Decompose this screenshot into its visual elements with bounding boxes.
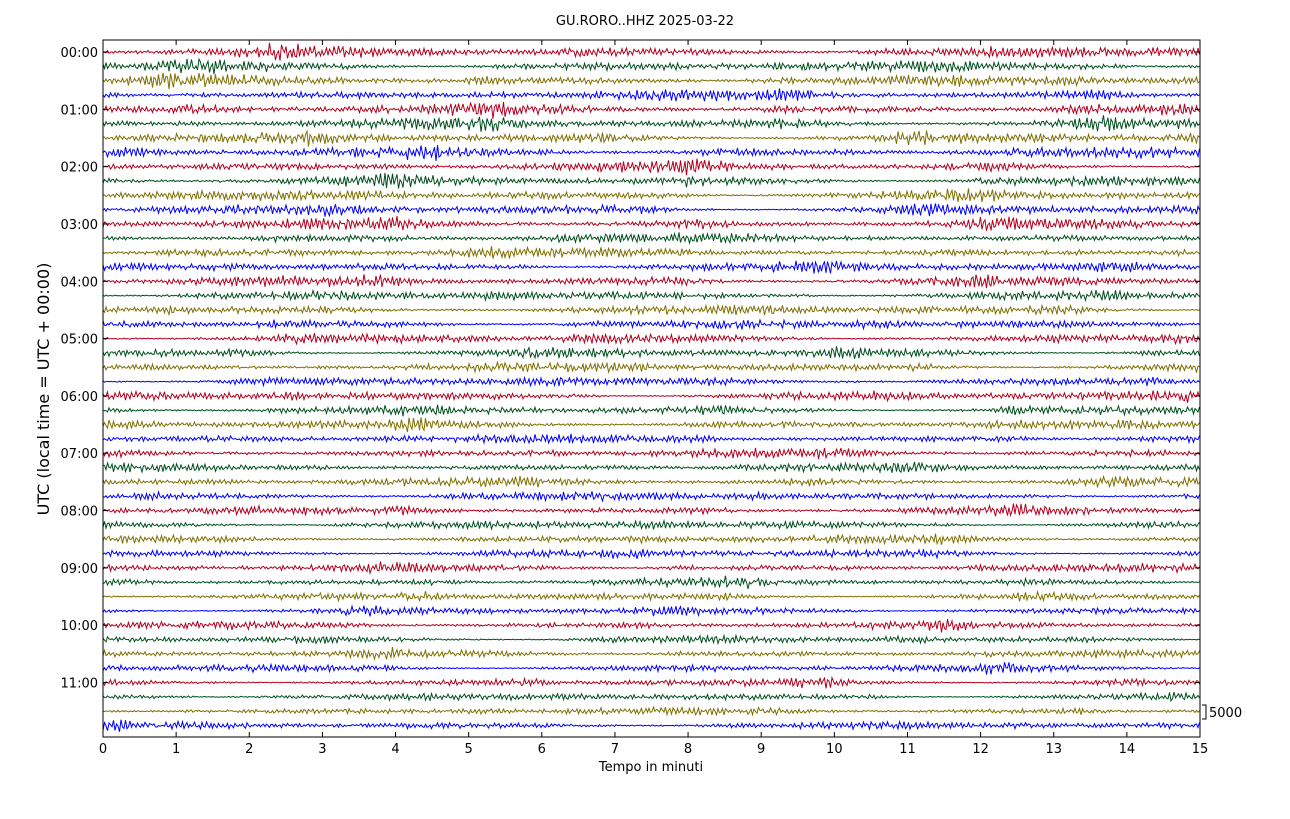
- seismic-trace: [102, 662, 1200, 675]
- y-tick-label: 07:00: [61, 447, 98, 462]
- seismic-trace: [102, 231, 1200, 246]
- seismic-trace: [102, 719, 1200, 732]
- y-tick-label: 01:00: [61, 103, 98, 118]
- scale-bar-label: 5000: [1209, 706, 1242, 721]
- seismic-trace: [102, 518, 1200, 531]
- x-tick-label: 15: [1192, 742, 1209, 757]
- seismic-trace: [102, 101, 1200, 119]
- seismic-trace: [102, 188, 1200, 203]
- seismic-trace: [102, 705, 1200, 717]
- y-tick-label: 11:00: [61, 677, 98, 692]
- seismic-trace: [102, 288, 1200, 303]
- seismic-trace: [102, 129, 1200, 147]
- seismic-trace: [102, 360, 1200, 374]
- seismic-trace: [102, 389, 1200, 403]
- seismic-trace: [102, 318, 1200, 331]
- seismic-trace: [102, 618, 1200, 633]
- seismic-trace: [102, 42, 1200, 61]
- x-tick-label: 3: [318, 742, 326, 757]
- y-axis: 00:00 01:00 02:00 03:00 04:00 05:00 06:00 07:00…: [61, 46, 1200, 692]
- x-tick-label: 5: [465, 742, 473, 757]
- x-tick-label: 9: [757, 742, 765, 757]
- seismic-trace: [102, 303, 1200, 317]
- x-tick-label: 14: [1119, 742, 1136, 757]
- seismic-trace: [102, 417, 1200, 433]
- seismic-trace: [102, 690, 1200, 703]
- x-tick-label: 2: [245, 742, 253, 757]
- seismic-trace: [102, 446, 1200, 460]
- trace-group: [102, 42, 1200, 732]
- seismic-trace: [102, 375, 1200, 388]
- x-tick-label: 6: [538, 742, 546, 757]
- seismic-trace: [102, 633, 1200, 646]
- y-tick-label: 03:00: [61, 218, 98, 233]
- seismic-trace: [102, 646, 1200, 662]
- seismic-trace: [102, 332, 1200, 346]
- seismic-trace: [102, 474, 1200, 489]
- seismic-trace: [102, 604, 1200, 618]
- x-tick-label: 4: [391, 742, 399, 757]
- seismic-trace: [102, 675, 1200, 689]
- y-axis-label: UTC (local time = UTC + 00:00): [34, 263, 53, 516]
- seismic-trace: [102, 88, 1200, 102]
- x-tick-label: 8: [684, 742, 692, 757]
- seismic-trace: [102, 158, 1200, 176]
- seismic-trace: [102, 533, 1200, 546]
- x-tick-label: 10: [826, 742, 843, 757]
- seismic-trace: [102, 203, 1200, 218]
- x-tick-label: 0: [99, 742, 107, 757]
- x-tick-label: 7: [611, 742, 619, 757]
- seismic-trace: [102, 72, 1200, 90]
- seismic-trace: [102, 274, 1200, 289]
- seismic-trace: [102, 404, 1200, 417]
- seismic-trace: [102, 489, 1200, 503]
- y-tick-label: 05:00: [61, 333, 98, 348]
- x-axis: 0 1 2 3 4 5 6 7 8 9 10 11 12 13 14 15: [99, 40, 1208, 757]
- scale-bar: 5000: [1202, 704, 1242, 721]
- x-tick-label: 13: [1045, 742, 1062, 757]
- x-tick-label: 12: [972, 742, 989, 757]
- chart-title: GU.RORO..HHZ 2025-03-22: [556, 14, 734, 29]
- seismic-trace: [102, 548, 1200, 560]
- y-tick-label: 00:00: [61, 46, 98, 61]
- x-tick-label: 11: [899, 742, 916, 757]
- y-tick-label: 04:00: [61, 275, 98, 290]
- plot-frame: [102, 39, 1201, 738]
- y-tick-label: 09:00: [61, 562, 98, 577]
- y-tick-label: 06:00: [61, 390, 98, 405]
- y-tick-label: 08:00: [61, 505, 98, 520]
- seismic-trace: [102, 260, 1200, 274]
- seismic-trace: [102, 216, 1200, 231]
- x-tick-label: 1: [172, 742, 180, 757]
- seismic-trace: [102, 590, 1200, 603]
- seismic-trace: [102, 145, 1200, 162]
- seismic-trace: [102, 245, 1200, 260]
- seismic-trace: [102, 432, 1200, 445]
- seismic-trace: [102, 561, 1200, 576]
- x-axis-label: Tempo in minuti: [598, 760, 703, 775]
- seismic-trace: [102, 503, 1200, 518]
- seismic-trace: [102, 172, 1200, 189]
- seismic-trace: [102, 115, 1200, 132]
- seismic-trace: [102, 346, 1200, 360]
- y-tick-label: 02:00: [61, 161, 98, 176]
- seismic-trace: [102, 57, 1200, 75]
- seismic-trace: [102, 461, 1200, 475]
- seismic-trace: [102, 575, 1200, 589]
- y-tick-label: 10:00: [61, 619, 98, 634]
